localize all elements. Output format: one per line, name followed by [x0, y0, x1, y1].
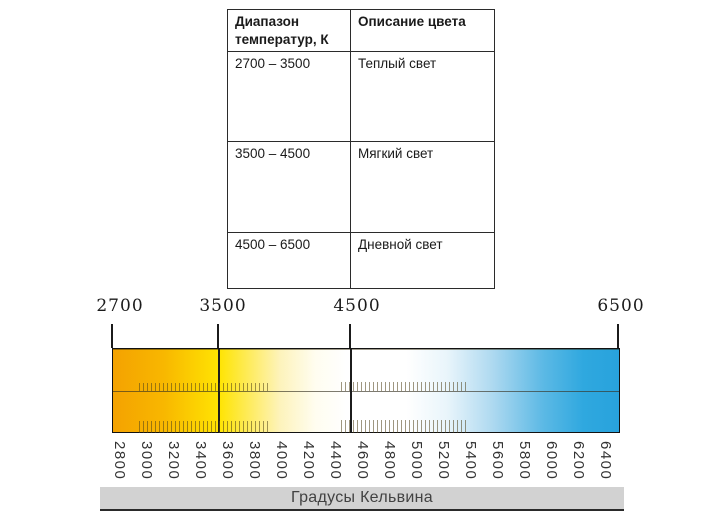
scale-label-2700: 2700	[96, 296, 144, 316]
scale-tick-6500	[617, 324, 619, 348]
range-cell: 3500 – 4500	[227, 141, 351, 234]
kelvin-tick-label: 4400	[327, 441, 344, 481]
kelvin-tick-label: 6200	[570, 441, 587, 481]
kelvin-tick-label: 5600	[489, 441, 506, 481]
kelvin-axis-bar: Градусы Кельвина	[100, 487, 624, 511]
kelvin-tick-label: 4200	[300, 441, 317, 481]
table-header-range: Диапазон температур, К	[227, 8, 351, 53]
kelvin-tick-label: 5400	[462, 441, 479, 481]
kelvin-tick-label: 5200	[435, 441, 452, 481]
range-cell: 4500 – 6500	[227, 232, 351, 290]
range-cell: 2700 – 3500	[227, 51, 351, 143]
scale-tick-4500	[349, 324, 351, 348]
hatch-ticks	[341, 382, 469, 391]
kelvin-tick-label: 3800	[246, 441, 263, 481]
scale-label-6500: 6500	[597, 296, 645, 316]
table-row: 4500 – 6500 Дневной свет	[227, 232, 495, 290]
color-temperature-table: Диапазон температур, К Описание цвета 27…	[227, 8, 495, 290]
kelvin-tick-label: 3000	[138, 441, 155, 481]
kelvin-tick-label: 2800	[111, 441, 128, 481]
kelvin-tick-label: 6400	[597, 441, 614, 481]
table-header-row: Диапазон температур, К Описание цвета	[227, 8, 495, 53]
kelvin-tick-label: 6000	[543, 441, 560, 481]
hatch-ticks	[139, 383, 271, 391]
table-header-description: Описание цвета	[350, 8, 495, 53]
scale-label-4500: 4500	[333, 296, 381, 316]
scale-label-3500: 3500	[199, 296, 247, 316]
table-row: 3500 – 4500 Мягкий свет	[227, 141, 495, 234]
description-cell: Дневной свет	[350, 232, 495, 290]
kelvin-tick-label: 4000	[273, 441, 290, 481]
description-cell: Мягкий свет	[350, 141, 495, 234]
description-cell: Теплый свет	[350, 51, 495, 143]
kelvin-tick-label: 3200	[165, 441, 182, 481]
hatch-ticks	[139, 421, 271, 433]
scale-tick-3500	[217, 324, 219, 348]
kelvin-tick-label: 4800	[381, 441, 398, 481]
scale-tick-2700	[111, 324, 113, 348]
table-row: 2700 – 3500 Теплый свет	[227, 51, 495, 143]
kelvin-tick-label: 4600	[354, 441, 371, 481]
kelvin-tick-label: 5000	[408, 441, 425, 481]
hatch-ticks	[341, 420, 469, 433]
kelvin-tick-label: 3600	[219, 441, 236, 481]
axis-title: Градусы Кельвина	[291, 489, 433, 506]
kelvin-tick-label: 3400	[192, 441, 209, 481]
temperature-gradient-bar	[112, 348, 620, 433]
bar-midline	[113, 391, 619, 392]
kelvin-tick-label: 5800	[516, 441, 533, 481]
